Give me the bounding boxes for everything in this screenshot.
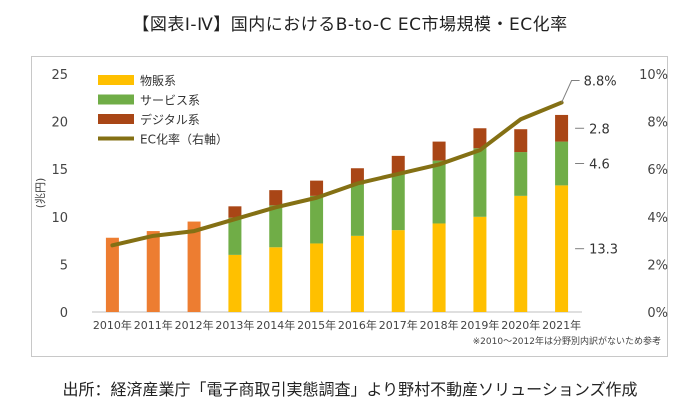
y-tick-label: 25	[51, 68, 68, 83]
legend-swatch	[98, 75, 134, 85]
bar-segment	[228, 217, 242, 255]
bar-segment	[391, 155, 405, 174]
bar-segment	[514, 152, 528, 196]
legend-swatch	[98, 94, 134, 105]
y-tick-label: 15	[51, 163, 68, 178]
bar-segment	[350, 184, 364, 236]
bar-segment	[473, 128, 487, 149]
bar-segment	[228, 254, 242, 312]
bar-segment	[514, 129, 528, 153]
x-tick-label: 2018年	[420, 318, 459, 332]
legend-swatch	[98, 114, 134, 124]
bar-segment	[391, 173, 405, 231]
bar-segment	[310, 180, 324, 196]
annotation-label: 4.6	[589, 157, 610, 172]
bar-segment	[350, 168, 364, 185]
annotation-label: 13.3	[589, 243, 618, 258]
bar-segment	[555, 141, 569, 186]
ec-rate-line	[110, 100, 564, 248]
y2-tick-label: 2%	[647, 258, 668, 273]
bar-segment	[310, 195, 324, 244]
chart-frame	[31, 56, 668, 357]
bar-segment	[473, 148, 487, 217]
bar-segment	[310, 243, 324, 312]
x-tick-label: 2015年	[297, 318, 336, 332]
y2-tick-label: 4%	[647, 211, 668, 226]
annotation-label: 8.8%	[584, 75, 617, 90]
bar-segment	[473, 216, 487, 312]
x-tick-label: 2021年	[542, 318, 581, 332]
x-tick-label: 2016年	[338, 318, 377, 332]
bar-segment	[555, 185, 569, 312]
x-tick-label: 2011年	[134, 318, 173, 332]
bar-segment	[555, 114, 569, 142]
annotation-label: 2.8	[589, 122, 610, 137]
bar-segment	[432, 223, 446, 312]
y-axis-label: (兆円)	[34, 178, 47, 209]
y2-tick-label: 6%	[647, 163, 668, 178]
y-tick-label: 20	[51, 116, 68, 131]
y-tick-label: 0	[60, 306, 68, 321]
x-tick-label: 2012年	[175, 318, 214, 332]
x-tick-label: 2014年	[256, 318, 295, 332]
bar-segment	[432, 160, 446, 224]
legend-label: EC化率（右軸）	[140, 132, 228, 147]
y2-tick-label: 0%	[647, 306, 668, 321]
bar-segment	[350, 235, 364, 312]
bar-segment	[269, 205, 283, 248]
x-tick-label: 2010年	[93, 318, 132, 332]
legend-label: 物販系	[140, 74, 176, 88]
x-tick-label: 2020年	[501, 318, 540, 332]
x-tick-label: 2019年	[460, 318, 499, 332]
page-title: 【図表Ⅰ-Ⅳ】国内におけるB-to-C EC市場規模・EC化率	[132, 15, 568, 35]
x-tick-label: 2013年	[215, 318, 254, 332]
bar-segment	[514, 195, 528, 312]
bar-segment	[269, 247, 283, 312]
y-tick-label: 10	[51, 211, 68, 226]
y2-tick-label: 8%	[647, 116, 668, 131]
legend-label: デジタル系	[140, 112, 200, 127]
y-tick-label: 5	[60, 258, 68, 273]
source-note: 出所：経済産業庁「電子商取引実態調査」より野村不動産ソリューションズ作成	[62, 380, 638, 399]
annotation-leader	[561, 80, 580, 103]
bar-reference	[146, 231, 160, 312]
x-tick-label: 2017年	[379, 318, 418, 332]
y2-tick-label: 10%	[639, 68, 668, 83]
bar-reference	[105, 237, 119, 312]
bar-segment	[391, 230, 405, 312]
bar-segment	[228, 206, 242, 218]
bar-segment	[269, 190, 283, 206]
chart-footnote: ※2010～2012年は分野別内訳がないため参考	[473, 335, 661, 347]
legend-label: サービス系	[140, 94, 200, 108]
bar-reference	[187, 221, 201, 312]
bar-segment	[432, 141, 446, 161]
